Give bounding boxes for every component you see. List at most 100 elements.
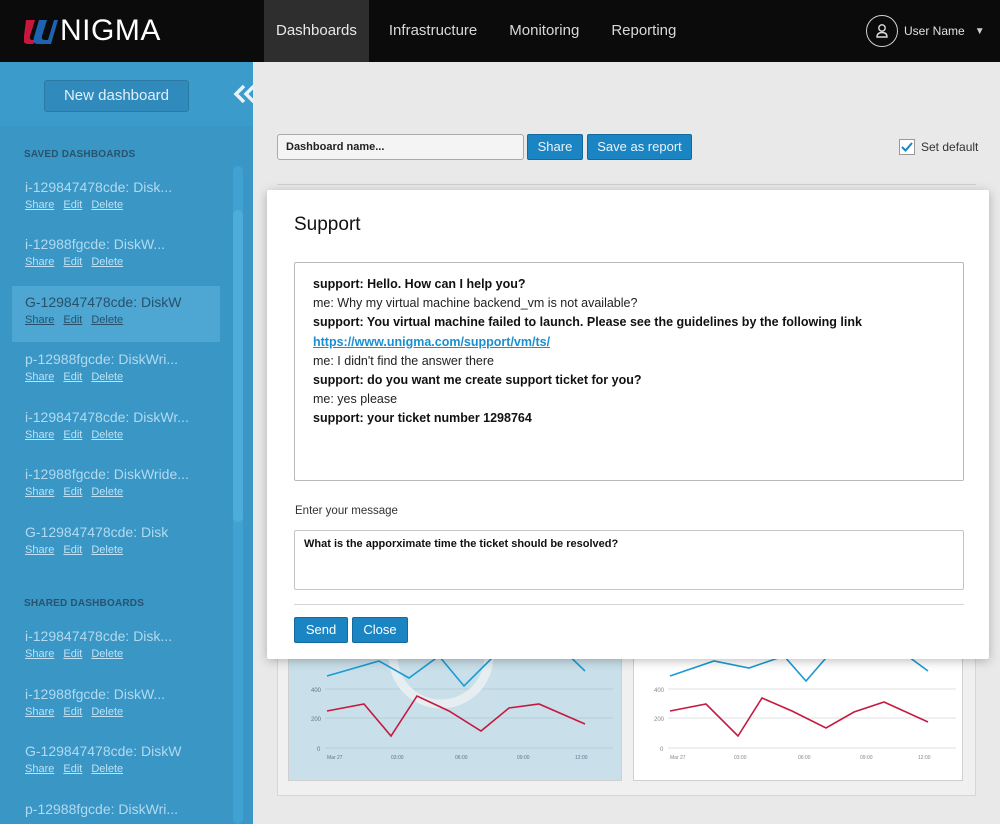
delete-link[interactable]: Delete — [91, 544, 124, 556]
nav-dashboards[interactable]: Dashboards — [264, 0, 369, 62]
shared-dashboard-item[interactable]: G-129847478cde: DiskW Share Edit Delete — [12, 735, 220, 791]
share-link[interactable]: Share — [25, 256, 55, 268]
set-default-checkbox[interactable]: Set default — [899, 139, 978, 155]
delete-link[interactable]: Delete — [91, 706, 124, 718]
share-link[interactable]: Share — [25, 648, 55, 660]
dashboard-name: p-12988fgcde: DiskWri... — [25, 801, 179, 817]
checkmark-icon — [899, 139, 915, 155]
share-link[interactable]: Share — [25, 763, 55, 775]
delete-link[interactable]: Delete — [91, 256, 124, 268]
x-tick: Mar 27 — [670, 755, 686, 761]
edit-link[interactable]: Edit — [63, 648, 83, 660]
caret-down-icon: ▼ — [974, 25, 985, 37]
sidebar: New dashboard SAVED DASHBOARDS i-1298474… — [0, 62, 253, 824]
delete-link[interactable]: Delete — [91, 371, 124, 383]
new-dashboard-button[interactable]: New dashboard — [44, 80, 189, 112]
saved-dashboard-item[interactable]: G-129847478cde: Disk Share Edit Delete — [12, 516, 220, 572]
x-tick: Mar 27 — [327, 755, 343, 761]
share-link[interactable]: Share — [25, 544, 55, 556]
x-tick: 06:00 — [798, 755, 811, 761]
edit-link[interactable]: Edit — [63, 314, 83, 326]
delete-link[interactable]: Delete — [91, 429, 124, 441]
x-tick: 06:00 — [455, 755, 468, 761]
user-menu[interactable]: User Name ▼ — [866, 14, 985, 48]
nav-reporting[interactable]: Reporting — [611, 22, 677, 39]
save-as-report-button[interactable]: Save as report — [587, 134, 692, 160]
message-input[interactable]: What is the apporximate time the ticket … — [294, 530, 964, 590]
chat-message-me: me: yes please — [313, 392, 398, 407]
saved-dashboard-item[interactable]: i-12988fgcde: DiskWride... Share Edit Dele… — [12, 458, 220, 514]
shared-dashboard-item[interactable]: i-12988fgcde: DiskW... Share Edit Delete — [12, 678, 220, 734]
dashboard-name: i-12988fgcde: DiskW... — [25, 236, 166, 252]
saved-dashboard-item[interactable]: i-12988fgcde: DiskW... Share Edit Delete — [12, 228, 220, 284]
send-button[interactable]: Send — [294, 617, 348, 643]
support-guide-link[interactable]: https://www.unigma.com/support/vm/ts/ — [313, 334, 551, 349]
dashboard-name: i-12988fgcde: DiskWride... — [25, 466, 189, 482]
chat-message-me: me: I didn't find the answer there — [313, 353, 494, 368]
set-default-label: Set default — [921, 140, 979, 154]
dashboard-name: p-12988fgcde: DiskWri... — [25, 351, 179, 367]
unigma-logo-mark-icon — [24, 20, 58, 44]
double-chevron-left-icon[interactable] — [232, 80, 253, 108]
delete-link[interactable]: Delete — [91, 763, 124, 775]
saved-dashboard-item[interactable]: i-129847478cde: Disk... Share Edit Delete — [12, 171, 220, 227]
edit-link[interactable]: Edit — [63, 706, 83, 718]
chat-message-support: support: your ticket number 1298764 — [313, 411, 532, 426]
x-tick: 12:00 — [575, 755, 588, 761]
sidebar-scrollbar-thumb[interactable] — [233, 210, 243, 522]
dashboard-name: G-129847478cde: Disk — [25, 524, 169, 540]
chat-message-me: me: Why my virtual machine backend_vm is… — [313, 296, 638, 311]
edit-link[interactable]: Edit — [63, 371, 83, 383]
share-link[interactable]: Share — [25, 486, 55, 498]
dashboard-name-input[interactable]: Dashboard name... — [277, 134, 524, 160]
shared-dashboard-item[interactable]: p-12988fgcde: DiskWri... — [12, 793, 220, 824]
saved-dashboards-title: SAVED DASHBOARDS — [24, 149, 136, 160]
delete-link[interactable]: Delete — [91, 199, 124, 211]
share-link[interactable]: Share — [25, 371, 55, 383]
share-link[interactable]: Share — [25, 314, 55, 326]
share-link[interactable]: Share — [25, 199, 55, 211]
saved-dashboard-item[interactable]: p-12988fgcde: DiskWri... Share Edit Delete — [12, 343, 220, 399]
dashboard-name: G-129847478cde: DiskW — [25, 294, 182, 310]
y-tick-0: 0 — [317, 747, 321, 753]
shared-dashboards-title: SHARED DASHBOARDS — [24, 598, 145, 609]
brand-logo[interactable]: NIGMA — [24, 14, 161, 48]
edit-link[interactable]: Edit — [63, 199, 83, 211]
chat-transcript: support: Hello. How can I help you? me: … — [294, 262, 964, 481]
user-icon — [866, 15, 898, 47]
chart-widget-left: 400 200 0 Mar 27 03:00 06:00 09:00 12:00 — [288, 655, 622, 781]
delete-link[interactable]: Delete — [91, 314, 124, 326]
edit-link[interactable]: Edit — [63, 256, 83, 268]
dashboard-name: i-129847478cde: Disk... — [25, 628, 173, 644]
y-tick-400: 400 — [654, 688, 665, 694]
edit-link[interactable]: Edit — [63, 763, 83, 775]
edit-link[interactable]: Edit — [63, 429, 83, 441]
share-link[interactable]: Share — [25, 706, 55, 718]
y-tick-200: 200 — [654, 717, 665, 723]
x-tick: 03:00 — [734, 755, 747, 761]
edit-link[interactable]: Edit — [63, 544, 83, 556]
dashboard-name: G-129847478cde: DiskW — [25, 743, 182, 759]
close-button[interactable]: Close — [352, 617, 408, 643]
modal-backdrop[interactable] — [0, 62, 253, 824]
x-tick: 09:00 — [517, 755, 530, 761]
share-link[interactable]: Share — [25, 429, 55, 441]
saved-dashboard-item-selected[interactable]: G-129847478cde: DiskW Share Edit Delete — [12, 286, 220, 342]
main-nav: Dashboards Infrastructure Monitoring Rep… — [264, 0, 696, 62]
message-label: Enter your message — [295, 505, 398, 517]
edit-link[interactable]: Edit — [63, 486, 83, 498]
delete-link[interactable]: Delete — [91, 648, 124, 660]
nav-infrastructure[interactable]: Infrastructure — [388, 22, 478, 39]
chart-widget-right: 400 200 0 Mar 27 03:00 06:00 09:00 12:00 — [633, 655, 963, 781]
dashboard-name: i-12988fgcde: DiskW... — [25, 686, 166, 702]
nav-monitoring[interactable]: Monitoring — [509, 22, 580, 39]
share-button[interactable]: Share — [527, 134, 583, 160]
dashboard-name: i-129847478cde: Disk... — [25, 179, 173, 195]
delete-link[interactable]: Delete — [91, 486, 124, 498]
y-tick-400: 400 — [311, 688, 322, 694]
y-tick-0: 0 — [660, 747, 664, 753]
saved-dashboard-item[interactable]: i-129847478cde: DiskWr... Share Edit Delet… — [12, 401, 220, 457]
support-dialog: Support support: Hello. How can I help y… — [267, 190, 989, 659]
y-tick-200: 200 — [311, 717, 322, 723]
shared-dashboard-item[interactable]: i-129847478cde: Disk... Share Edit Delete — [12, 620, 220, 676]
